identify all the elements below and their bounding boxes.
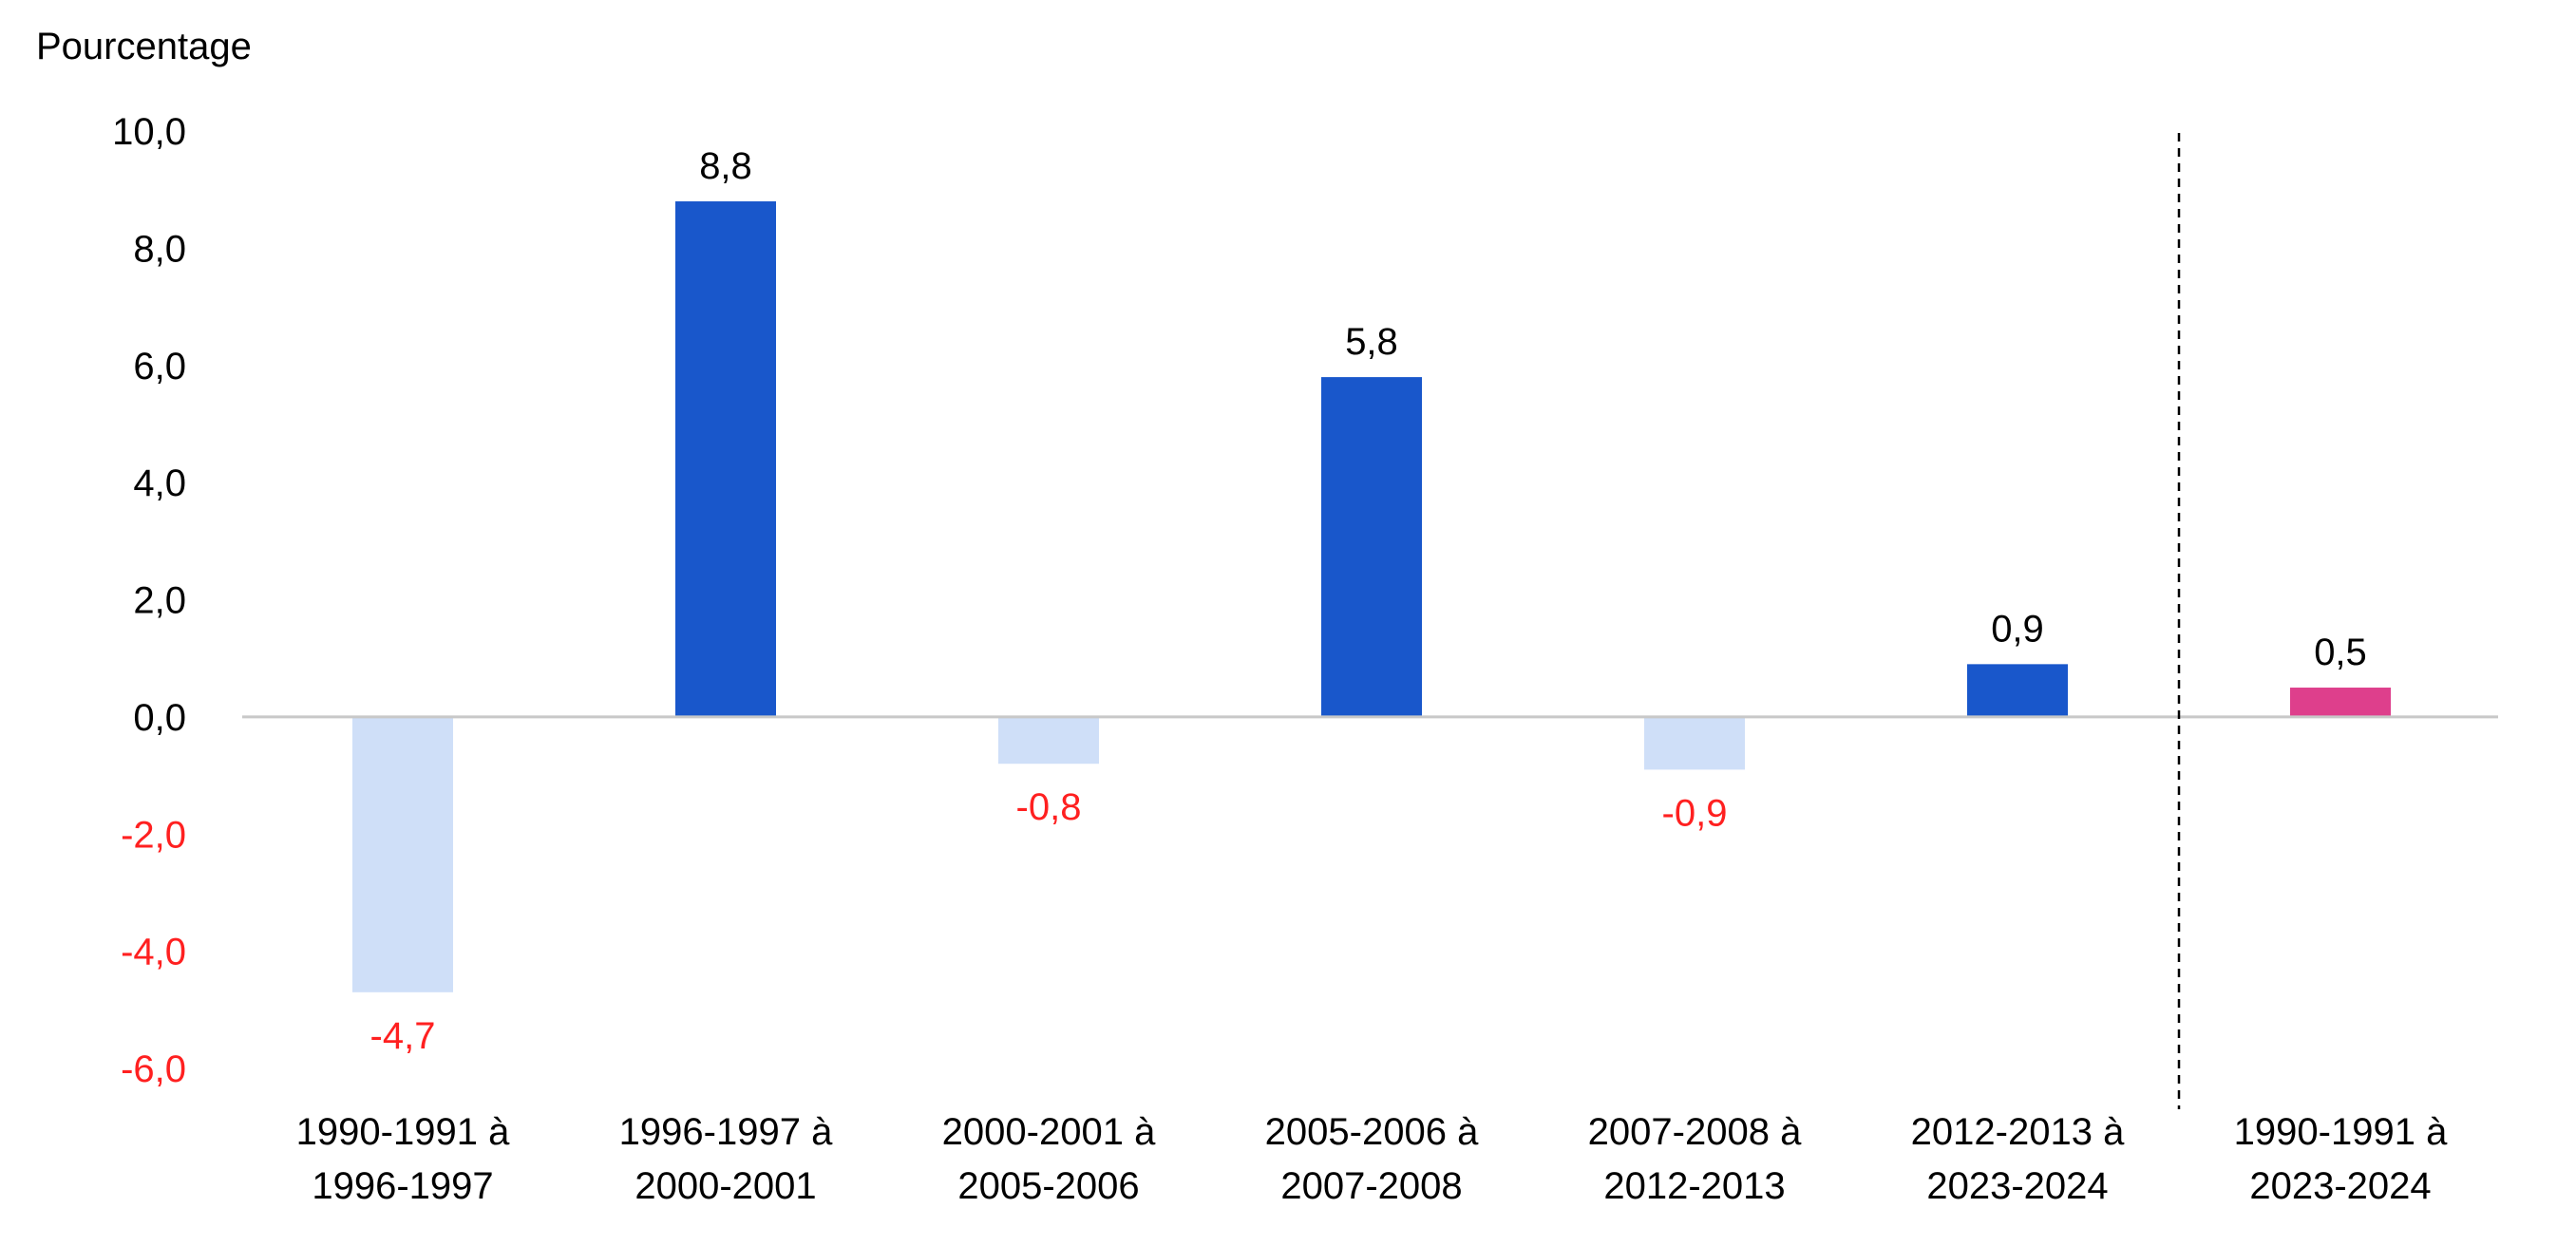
bar <box>1321 377 1422 717</box>
category-label: 2023-2024 <box>2249 1165 2431 1207</box>
bar-value-label: 5,8 <box>1345 321 1398 363</box>
y-tick-label: 0,0 <box>133 697 186 739</box>
y-axis-title: Pourcentage <box>36 26 252 67</box>
y-tick-label: -2,0 <box>121 814 186 856</box>
category-labels: 1990-1991 à 1996-1997 1996-1997 à 2000-2001… <box>296 1111 2448 1207</box>
category-label: 2005-2006 à <box>1265 1111 1479 1153</box>
bar <box>352 716 453 992</box>
y-tick-label: 8,0 <box>133 228 186 270</box>
bar-value-label: 8,8 <box>699 145 752 187</box>
category-label: 2012-2013 <box>1603 1165 1785 1207</box>
y-tick-label: 6,0 <box>133 346 186 387</box>
category-label: 1990-1991 à <box>296 1111 510 1153</box>
category-label: 2000-2001 <box>635 1165 816 1207</box>
category-label: 2012-2013 à <box>1911 1111 2125 1153</box>
y-tick-label: 2,0 <box>133 580 186 622</box>
bar-value-label: 0,5 <box>2314 632 2367 673</box>
category-label: 2005-2006 <box>957 1165 1139 1207</box>
bar-value-label: -0,8 <box>1016 786 1082 828</box>
category-label: 1996-1997 à <box>619 1111 833 1153</box>
category-label: 1990-1991 à <box>2234 1111 2448 1153</box>
bar <box>1967 664 2068 717</box>
category-label: 2023-2024 <box>1926 1165 2108 1207</box>
y-tick-label: 4,0 <box>133 463 186 504</box>
bars <box>352 201 2391 992</box>
category-label: 2000-2001 à <box>942 1111 1156 1153</box>
category-label: 2007-2008 à <box>1588 1111 1802 1153</box>
value-labels: -4,7 8,8 -0,8 5,8 -0,9 0,9 0,5 <box>370 145 2367 1057</box>
bar <box>1644 716 1745 770</box>
bar-value-label: -4,7 <box>370 1015 436 1057</box>
category-label: 1996-1997 <box>312 1165 493 1207</box>
bar <box>998 716 1099 765</box>
y-tick-label: -4,0 <box>121 932 186 973</box>
bar-value-label: -0,9 <box>1662 792 1728 834</box>
y-axis-ticks: 10,0 8,0 6,0 4,0 2,0 0,0 -2,0 -4,0 -6,0 <box>112 111 186 1090</box>
y-tick-label: 10,0 <box>112 111 186 153</box>
y-tick-label: -6,0 <box>121 1048 186 1090</box>
bar <box>2290 688 2391 717</box>
category-label: 2007-2008 <box>1280 1165 1462 1207</box>
bar <box>675 201 776 717</box>
bar-value-label: 0,9 <box>1991 608 2044 650</box>
